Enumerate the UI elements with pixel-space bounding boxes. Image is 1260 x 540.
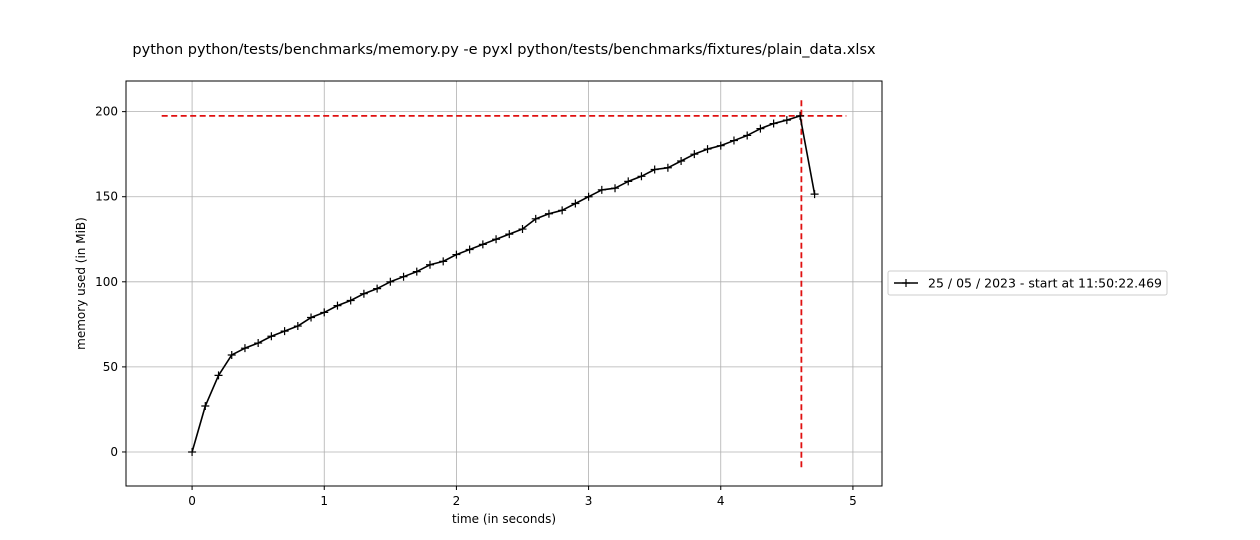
data-point-marker [254, 339, 263, 348]
data-point-marker [214, 371, 223, 380]
legend: 25 / 05 / 2023 - start at 11:50:22.469 [887, 270, 1168, 296]
data-point-marker [531, 214, 540, 223]
x-tick-label: 4 [717, 494, 725, 508]
x-tick-label: 2 [453, 494, 461, 508]
legend-frame [887, 270, 1168, 296]
data-point-marker [544, 209, 553, 218]
data-point-marker [703, 145, 712, 154]
y-tick-label: 50 [103, 360, 118, 374]
data-point-marker [677, 156, 686, 165]
data-point-marker [293, 322, 302, 331]
data-point-marker [478, 240, 487, 249]
data-point-marker [650, 165, 659, 174]
data-point-marker [584, 192, 593, 201]
data-point-marker [492, 235, 501, 244]
data-point-marker [505, 230, 514, 239]
x-axis-label: time (in seconds) [452, 512, 556, 526]
data-point-marker [810, 190, 819, 199]
data-point-marker [280, 327, 289, 336]
data-point-marker [373, 284, 382, 293]
data-point-marker [188, 447, 197, 456]
data-point-marker [227, 350, 236, 359]
x-tick-label: 1 [320, 494, 328, 508]
data-point-marker [240, 344, 249, 353]
x-tick-label: 0 [188, 494, 196, 508]
data-point-marker [320, 308, 329, 317]
peak-reference-lines [161, 98, 847, 468]
data-point-marker [465, 245, 474, 254]
y-tick-label: 100 [95, 275, 118, 289]
y-tick-label: 0 [110, 445, 118, 459]
data-point-marker [690, 150, 699, 159]
data-point-marker [518, 225, 527, 234]
legend-marker-swatch [902, 279, 910, 287]
data-point-marker [637, 172, 646, 181]
data-point-marker [663, 163, 672, 172]
grid [126, 81, 882, 486]
data-point-marker [425, 260, 434, 269]
data-point-marker [359, 289, 368, 298]
x-tick-label: 5 [849, 494, 857, 508]
data-point-marker [399, 272, 408, 281]
data-point-marker [201, 402, 210, 411]
data-point-marker [716, 141, 725, 150]
data-point-marker [756, 124, 765, 133]
data-point-marker [743, 131, 752, 140]
legend-entry-label: 25 / 05 / 2023 - start at 11:50:22.469 [928, 276, 1162, 291]
data-point-marker [412, 267, 421, 276]
y-axis-label: memory used (in MiB) [74, 217, 88, 350]
data-point-marker [571, 199, 580, 208]
x-tick-label: 3 [585, 494, 593, 508]
series-line [191, 115, 816, 453]
chart-title: python python/tests/benchmarks/memory.py… [132, 42, 876, 58]
data-point-marker [452, 250, 461, 259]
y-tick-label: 150 [95, 190, 118, 204]
series-layer [188, 111, 819, 456]
data-point-marker [307, 313, 316, 322]
data-point-marker [267, 332, 276, 341]
data-point-marker [729, 136, 738, 145]
data-point-marker [346, 296, 355, 305]
data-point-marker [439, 257, 448, 266]
plot-area-frame [125, 80, 883, 487]
data-point-marker [386, 277, 395, 286]
data-point-marker [597, 185, 606, 194]
data-point-marker [769, 119, 778, 128]
y-tick-label: 200 [95, 105, 118, 119]
data-point-marker [624, 177, 633, 186]
data-point-marker [611, 184, 620, 193]
data-point-marker [558, 206, 567, 215]
data-point-marker [333, 301, 342, 310]
data-point-marker [796, 111, 805, 120]
data-point-marker [782, 116, 791, 125]
